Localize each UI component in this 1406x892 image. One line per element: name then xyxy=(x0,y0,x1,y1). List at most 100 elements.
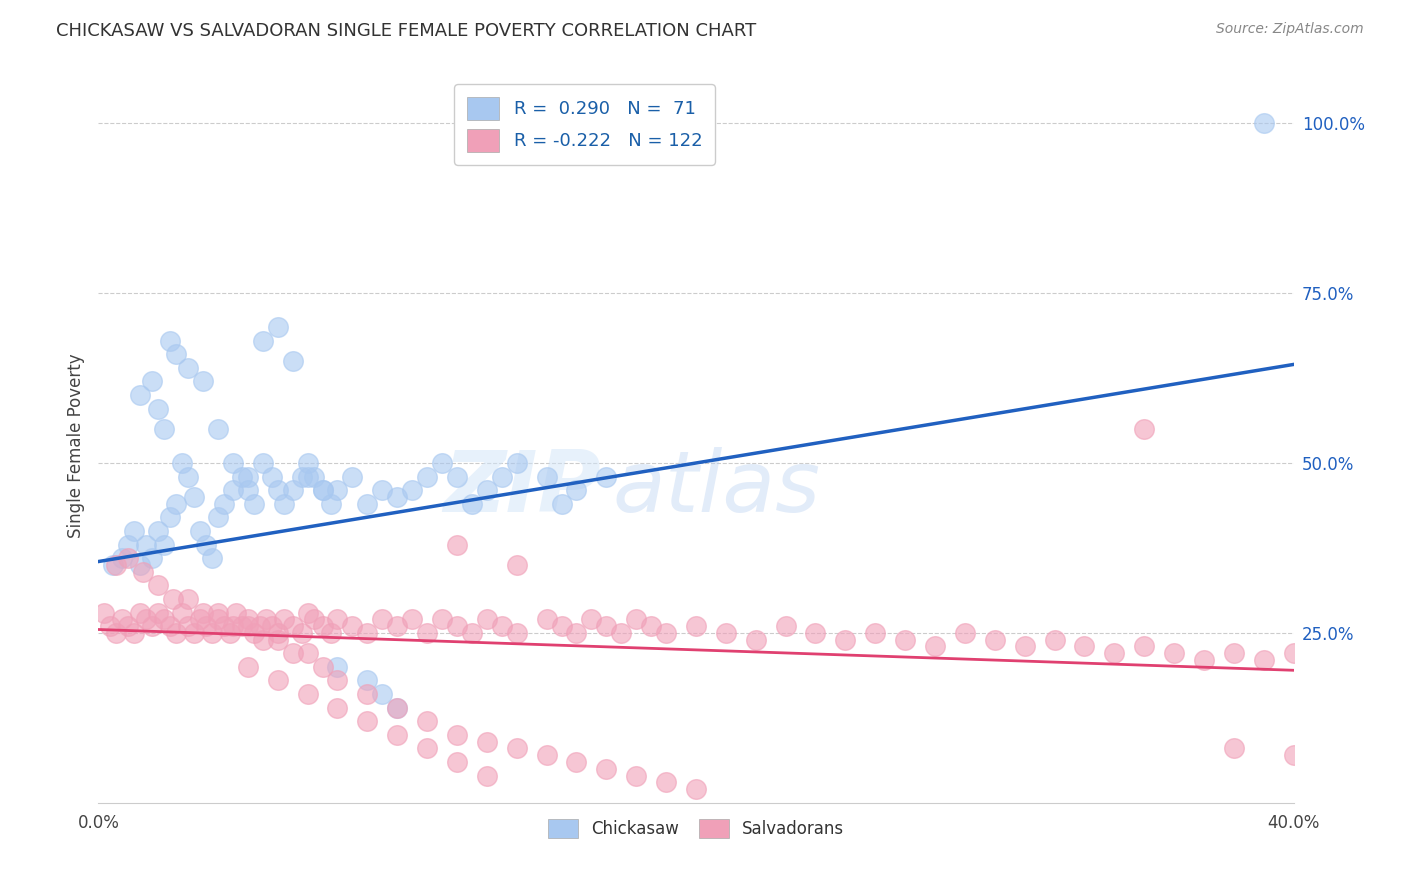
Point xyxy=(105,626,128,640)
Text: ZIP: ZIP xyxy=(443,447,600,531)
Point xyxy=(311,619,333,633)
Point xyxy=(326,660,349,674)
Point xyxy=(148,401,170,416)
Point xyxy=(714,626,737,640)
Point xyxy=(252,456,274,470)
Point xyxy=(536,748,558,763)
Point xyxy=(236,660,259,674)
Point xyxy=(111,612,134,626)
Point xyxy=(183,626,205,640)
Point xyxy=(93,606,115,620)
Point xyxy=(249,619,271,633)
Point xyxy=(1133,640,1156,654)
Point xyxy=(297,606,319,620)
Point xyxy=(153,537,176,551)
Point xyxy=(491,619,513,633)
Point xyxy=(326,483,349,498)
Point xyxy=(610,626,633,640)
Point xyxy=(640,619,662,633)
Point xyxy=(1043,632,1066,647)
Point xyxy=(536,469,558,483)
Point xyxy=(273,497,295,511)
Point xyxy=(291,469,314,483)
Point xyxy=(685,782,707,797)
Point xyxy=(1223,741,1246,756)
Text: atlas: atlas xyxy=(613,447,820,531)
Point xyxy=(243,626,266,640)
Point xyxy=(475,769,498,783)
Point xyxy=(222,619,245,633)
Point xyxy=(416,626,439,640)
Point xyxy=(105,558,128,572)
Point xyxy=(219,626,242,640)
Point xyxy=(430,456,453,470)
Point xyxy=(953,626,976,640)
Point xyxy=(401,483,423,498)
Point xyxy=(356,714,378,729)
Point xyxy=(1253,653,1275,667)
Point xyxy=(1253,116,1275,130)
Point xyxy=(254,612,277,626)
Point xyxy=(491,469,513,483)
Point xyxy=(297,456,319,470)
Point xyxy=(775,619,797,633)
Point xyxy=(141,619,163,633)
Point xyxy=(236,619,259,633)
Point xyxy=(188,612,211,626)
Point xyxy=(342,619,364,633)
Point xyxy=(655,775,678,789)
Text: Source: ZipAtlas.com: Source: ZipAtlas.com xyxy=(1216,22,1364,37)
Point xyxy=(655,626,678,640)
Point xyxy=(506,626,529,640)
Point xyxy=(172,606,194,620)
Point xyxy=(162,591,184,606)
Point xyxy=(260,469,283,483)
Point xyxy=(416,714,439,729)
Point xyxy=(103,558,125,572)
Point xyxy=(834,632,856,647)
Point xyxy=(260,619,283,633)
Point xyxy=(153,612,176,626)
Point xyxy=(222,483,245,498)
Point xyxy=(416,741,439,756)
Point xyxy=(243,497,266,511)
Point xyxy=(475,483,498,498)
Point xyxy=(595,469,617,483)
Point xyxy=(385,700,409,714)
Point xyxy=(565,755,588,769)
Point xyxy=(302,612,325,626)
Point xyxy=(385,728,409,742)
Point xyxy=(191,606,214,620)
Point xyxy=(207,606,229,620)
Point xyxy=(356,626,378,640)
Point xyxy=(124,524,146,538)
Point xyxy=(236,469,259,483)
Point xyxy=(745,632,768,647)
Point xyxy=(177,591,200,606)
Point xyxy=(165,497,187,511)
Point xyxy=(273,612,295,626)
Point xyxy=(267,320,290,334)
Point xyxy=(924,640,946,654)
Point xyxy=(984,632,1007,647)
Point xyxy=(446,469,468,483)
Point xyxy=(356,687,378,701)
Point xyxy=(153,422,176,436)
Point xyxy=(195,619,218,633)
Point xyxy=(506,456,529,470)
Point xyxy=(321,497,343,511)
Point xyxy=(201,551,224,566)
Point xyxy=(135,612,157,626)
Point xyxy=(446,755,468,769)
Point xyxy=(550,497,572,511)
Point xyxy=(159,619,181,633)
Point xyxy=(141,375,163,389)
Point xyxy=(401,612,423,626)
Point xyxy=(177,619,200,633)
Text: CHICKASAW VS SALVADORAN SINGLE FEMALE POVERTY CORRELATION CHART: CHICKASAW VS SALVADORAN SINGLE FEMALE PO… xyxy=(56,22,756,40)
Point xyxy=(207,422,229,436)
Point xyxy=(236,483,259,498)
Point xyxy=(159,334,181,348)
Point xyxy=(311,483,333,498)
Point xyxy=(132,565,155,579)
